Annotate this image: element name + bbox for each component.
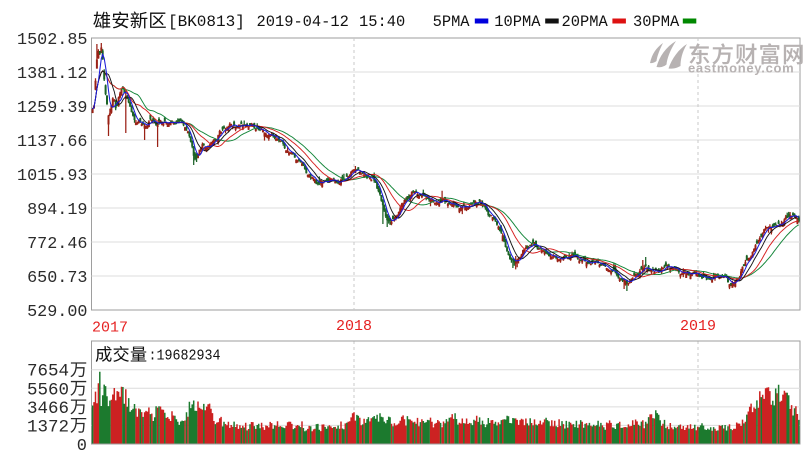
svg-text::19682934: :19682934 xyxy=(149,349,221,365)
svg-text:1372: 1372 xyxy=(27,417,69,437)
svg-text:1502.85: 1502.85 xyxy=(17,31,88,50)
svg-text:3466: 3466 xyxy=(27,399,69,419)
svg-text:1381.12: 1381.12 xyxy=(17,65,88,84)
svg-text:5560: 5560 xyxy=(27,380,69,400)
svg-text:650.73: 650.73 xyxy=(27,269,87,288)
svg-text:15:40: 15:40 xyxy=(359,13,405,31)
svg-text:2019-04-12: 2019-04-12 xyxy=(257,13,349,31)
svg-text:7654: 7654 xyxy=(27,362,69,382)
svg-text:[BK0813]: [BK0813] xyxy=(168,13,245,31)
svg-text:eastmoney.com: eastmoney.com xyxy=(688,61,794,76)
svg-text:2018: 2018 xyxy=(336,318,372,335)
svg-text:1015.93: 1015.93 xyxy=(17,167,88,186)
svg-text:30PMA: 30PMA xyxy=(633,13,680,31)
svg-text:20PMA: 20PMA xyxy=(562,13,609,31)
svg-text:2019: 2019 xyxy=(680,318,716,335)
svg-text:1259.39: 1259.39 xyxy=(17,99,88,118)
svg-text:529.00: 529.00 xyxy=(27,303,87,322)
svg-text:772.46: 772.46 xyxy=(27,235,87,254)
svg-text:5PMA: 5PMA xyxy=(433,13,471,31)
svg-text:1137.66: 1137.66 xyxy=(17,133,88,152)
svg-text:0: 0 xyxy=(77,437,87,453)
svg-text:2017: 2017 xyxy=(92,320,128,337)
svg-text:894.19: 894.19 xyxy=(27,201,87,220)
svg-text:10PMA: 10PMA xyxy=(494,13,541,31)
